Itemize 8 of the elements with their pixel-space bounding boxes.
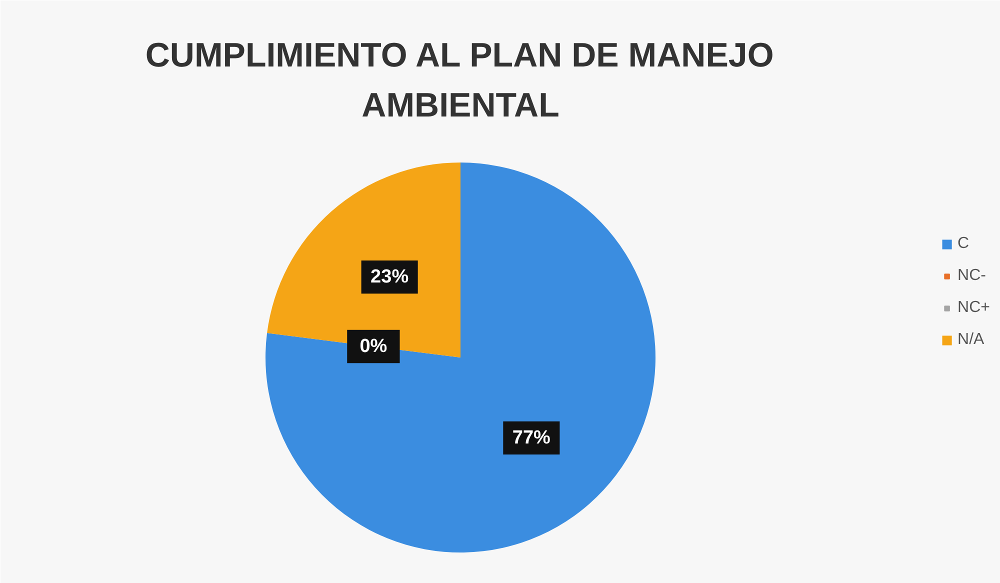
legend-label: NC+ [958,298,990,316]
text: 0% [360,336,388,357]
legend-label: NC- [958,266,986,284]
data-label: 23% [370,266,409,288]
chart-title: CUMPLIMIENTO AL PLAN DE MANEJO AMBIENTAL [145,36,774,124]
legend-label: N/A [958,330,984,348]
legend-label: C [958,234,970,252]
data-label: 77% [512,427,551,448]
